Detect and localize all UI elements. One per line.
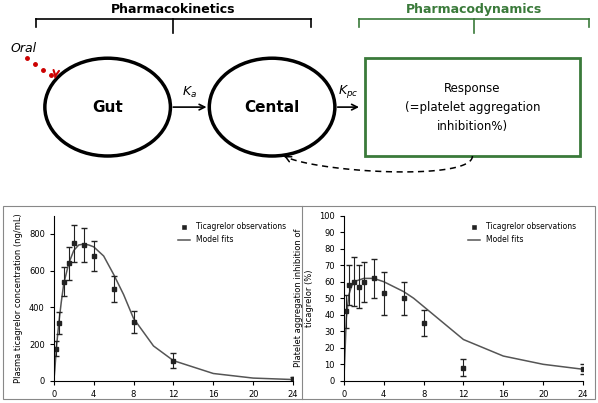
Text: $K_{pc}$: $K_{pc}$ [338,83,359,100]
Model fits [345,293,352,297]
Model fits [130,316,137,321]
Model fits [539,362,547,367]
Model fits [50,378,57,383]
Model fits [100,253,107,258]
Model fits [390,284,397,289]
Line: Model fits: Model fits [344,278,583,381]
Text: Pharmacokinetics: Pharmacokinetics [111,3,236,16]
Model fits [90,244,97,249]
Model fits [380,279,388,284]
Model fits [289,377,297,382]
Model fits [365,276,373,281]
Model fits [210,371,217,376]
Model fits [460,337,467,342]
Model fits [55,321,62,326]
Model fits [60,281,68,286]
Model fits [375,278,382,283]
Model fits [150,343,157,348]
Model fits [500,354,507,359]
Model fits [80,242,87,247]
Model fits [57,299,65,304]
Model fits [440,321,447,326]
Model fits [420,304,427,309]
Model fits [341,354,349,359]
Legend: Ticagrelor observations, Model fits: Ticagrelor observations, Model fits [465,219,579,247]
Text: Pharmacodynamics: Pharmacodynamics [406,3,542,16]
Model fits [579,367,587,372]
Text: Cental: Cental [245,100,300,114]
Legend: Ticagrelor observations, Model fits: Ticagrelor observations, Model fits [175,219,289,247]
Model fits [120,292,127,297]
Model fits [350,279,358,284]
Model fits [370,276,377,281]
Model fits [65,261,72,266]
Model fits [410,296,417,301]
Model fits [110,272,117,277]
Model fits [75,243,83,247]
Model fits [249,376,257,380]
Text: Oral: Oral [11,42,37,55]
Model fits [400,289,407,294]
FancyBboxPatch shape [365,58,580,156]
Model fits [70,248,77,253]
Model fits [340,378,347,383]
Y-axis label: Plasma ticagrelor concentration (ng/mL): Plasma ticagrelor concentration (ng/mL) [14,213,23,383]
Model fits [348,284,355,289]
Model fits [53,346,60,351]
Line: Model fits: Model fits [54,244,293,381]
Model fits [85,243,92,247]
Model fits [170,358,177,363]
Model fits [51,368,59,372]
Model fits [360,276,367,281]
Model fits [355,278,362,283]
Text: Response
(=platelet aggregation
inhibition%): Response (=platelet aggregation inhibiti… [405,82,540,133]
Text: Gut: Gut [92,100,123,114]
Model fits [343,316,350,320]
Text: $K_a$: $K_a$ [182,85,197,100]
Y-axis label: Platelet aggregation inhibition of
ticagrelor (%): Platelet aggregation inhibition of ticag… [294,229,313,368]
